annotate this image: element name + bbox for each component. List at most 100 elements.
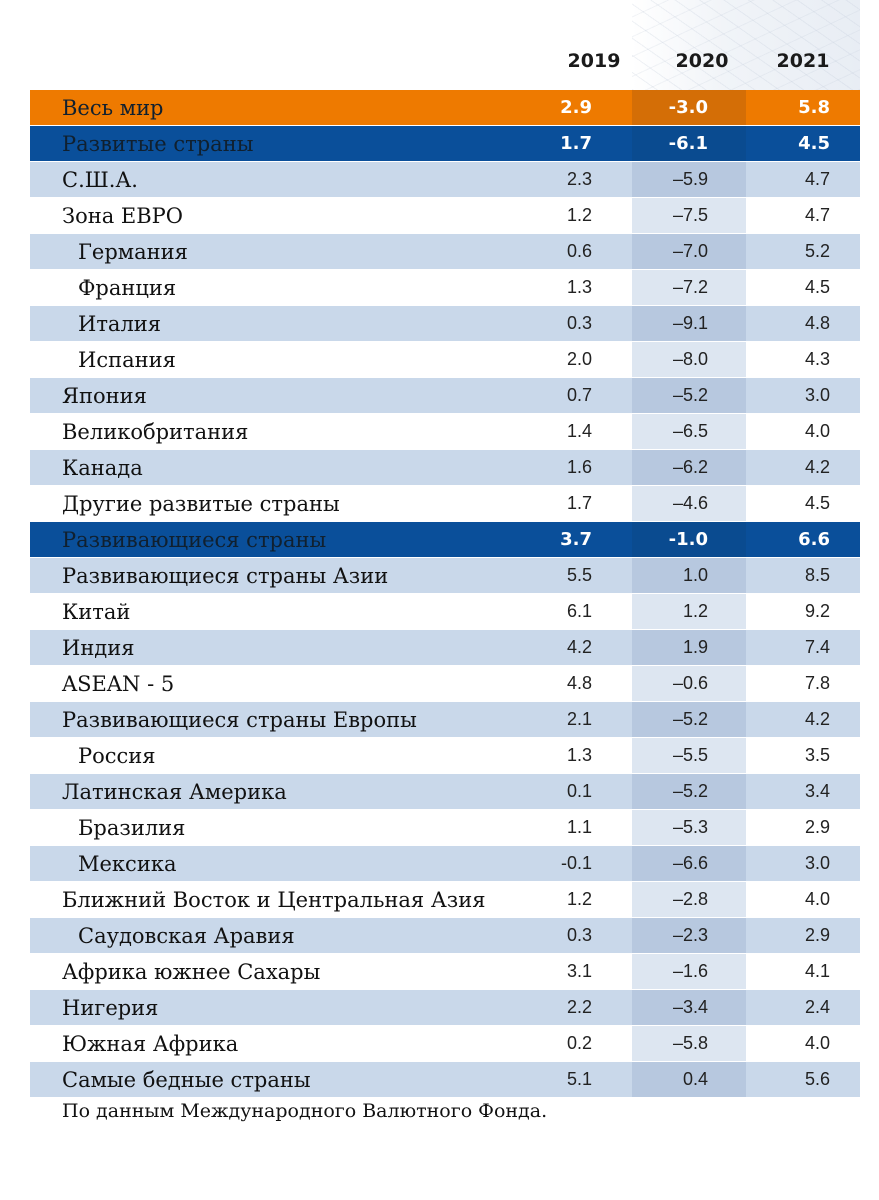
row-label: Нигерия	[30, 989, 530, 1026]
table-row: Нигерия 2.2 –3.4 2.4	[30, 989, 860, 1026]
value-2020: -1.0	[632, 521, 746, 558]
value-2020: –5.2	[632, 377, 746, 414]
value-2021: 2.4	[746, 989, 860, 1026]
value-2019: 2.2	[530, 989, 632, 1026]
row-label: Индия	[30, 629, 530, 666]
value-2019: 2.0	[530, 341, 632, 378]
value-2019: -0.1	[530, 845, 632, 882]
table-row: Испания 2.0 –8.0 4.3	[30, 341, 860, 378]
row-label: Самые бедные страны	[30, 1061, 530, 1098]
value-2019: 1.6	[530, 449, 632, 486]
value-2021: 4.7	[746, 197, 860, 234]
value-2019: 5.5	[530, 557, 632, 594]
value-2020: –5.8	[632, 1025, 746, 1062]
value-2021: 5.8	[746, 90, 860, 126]
value-2020: –5.3	[632, 809, 746, 846]
table-row: Китай 6.1 1.2 9.2	[30, 593, 860, 630]
table-row: Развивающиеся страны Азии 5.5 1.0 8.5	[30, 557, 860, 594]
value-2020: 1.0	[632, 557, 746, 594]
value-2020: –7.0	[632, 233, 746, 270]
value-2020: –3.4	[632, 989, 746, 1026]
value-2020: 1.9	[632, 629, 746, 666]
table-row: Африка южнее Сахары 3.1 –1.6 4.1	[30, 953, 860, 990]
value-2020: –7.5	[632, 197, 746, 234]
year-header-2020: 2020	[675, 50, 729, 72]
value-2021: 4.3	[746, 341, 860, 378]
row-label: Италия	[30, 305, 530, 342]
value-2021: 4.8	[746, 305, 860, 342]
row-label: Зона ЕВРО	[30, 197, 530, 234]
value-2021: 2.9	[746, 917, 860, 954]
growth-table: Весь мир 2.9 -3.0 5.8 Развитые страны 1.…	[30, 90, 860, 1098]
value-2019: 0.7	[530, 377, 632, 414]
value-2019: 1.7	[530, 125, 632, 162]
value-2019: 3.1	[530, 953, 632, 990]
value-2020: –5.9	[632, 161, 746, 198]
table-row: Мексика -0.1 –6.6 3.0	[30, 845, 860, 882]
year-header-2019: 2019	[567, 50, 621, 72]
row-label: Ближний Восток и Центральная Азия	[30, 881, 530, 918]
value-2019: 0.3	[530, 917, 632, 954]
value-2019: 0.3	[530, 305, 632, 342]
value-2020: –9.1	[632, 305, 746, 342]
table-row: Франция 1.3 –7.2 4.5	[30, 269, 860, 306]
value-2021: 3.5	[746, 737, 860, 774]
row-label: Другие развитые страны	[30, 485, 530, 522]
value-2020: –6.2	[632, 449, 746, 486]
value-2021: 4.0	[746, 1025, 860, 1062]
value-2021: 8.5	[746, 557, 860, 594]
table-row: ASEAN - 5 4.8 –0.6 7.8	[30, 665, 860, 702]
row-label: Бразилия	[30, 809, 530, 846]
row-label: Развивающиеся страны	[30, 521, 530, 558]
value-2019: 2.3	[530, 161, 632, 198]
row-label: Франция	[30, 269, 530, 306]
table-row: Южная Африка 0.2 –5.8 4.0	[30, 1025, 860, 1062]
value-2021: 2.9	[746, 809, 860, 846]
row-label: Россия	[30, 737, 530, 774]
row-label: Развивающиеся страны Азии	[30, 557, 530, 594]
value-2021: 4.2	[746, 701, 860, 738]
row-label: Канада	[30, 449, 530, 486]
table-row: Ближний Восток и Центральная Азия 1.2 –2…	[30, 881, 860, 918]
value-2020: -6.1	[632, 125, 746, 162]
table-row: Япония 0.7 –5.2 3.0	[30, 377, 860, 414]
growth-table-panel: 2019 2020 2021 Весь мир 2.9 -3.0 5.8 Раз…	[30, 0, 860, 1098]
value-2020: –6.5	[632, 413, 746, 450]
table-row: Другие развитые страны 1.7 –4.6 4.5	[30, 485, 860, 522]
value-2020: –7.2	[632, 269, 746, 306]
table-row: Великобритания 1.4 –6.5 4.0	[30, 413, 860, 450]
value-2019: 0.6	[530, 233, 632, 270]
row-label: Латинская Америка	[30, 773, 530, 810]
value-2021: 7.4	[746, 629, 860, 666]
table-row-advanced: Развитые страны 1.7 -6.1 4.5	[30, 125, 860, 162]
table-row: Италия 0.3 –9.1 4.8	[30, 305, 860, 342]
value-2021: 4.0	[746, 413, 860, 450]
value-2019: 1.4	[530, 413, 632, 450]
row-label: Германия	[30, 233, 530, 270]
value-2021: 4.7	[746, 161, 860, 198]
row-label: Развивающиеся страны Европы	[30, 701, 530, 738]
value-2019: 1.2	[530, 197, 632, 234]
table-row: Саудовская Аравия 0.3 –2.3 2.9	[30, 917, 860, 954]
value-2020: –0.6	[632, 665, 746, 702]
value-2019: 2.9	[530, 90, 632, 126]
row-label: Саудовская Аравия	[30, 917, 530, 954]
value-2021: 7.8	[746, 665, 860, 702]
row-label: Мексика	[30, 845, 530, 882]
row-label: Африка южнее Сахары	[30, 953, 530, 990]
table-header: 2019 2020 2021	[30, 0, 860, 90]
value-2021: 3.0	[746, 845, 860, 882]
value-2019: 4.2	[530, 629, 632, 666]
value-2020: 0.4	[632, 1061, 746, 1098]
value-2020: –1.6	[632, 953, 746, 990]
value-2019: 5.1	[530, 1061, 632, 1098]
value-2020: –2.3	[632, 917, 746, 954]
value-2019: 6.1	[530, 593, 632, 630]
value-2021: 4.1	[746, 953, 860, 990]
value-2019: 0.2	[530, 1025, 632, 1062]
value-2020: 1.2	[632, 593, 746, 630]
value-2019: 3.7	[530, 521, 632, 558]
value-2021: 4.5	[746, 125, 860, 162]
source-note: По данным Международного Валютного Фонда…	[62, 1100, 548, 1122]
row-label: Япония	[30, 377, 530, 414]
